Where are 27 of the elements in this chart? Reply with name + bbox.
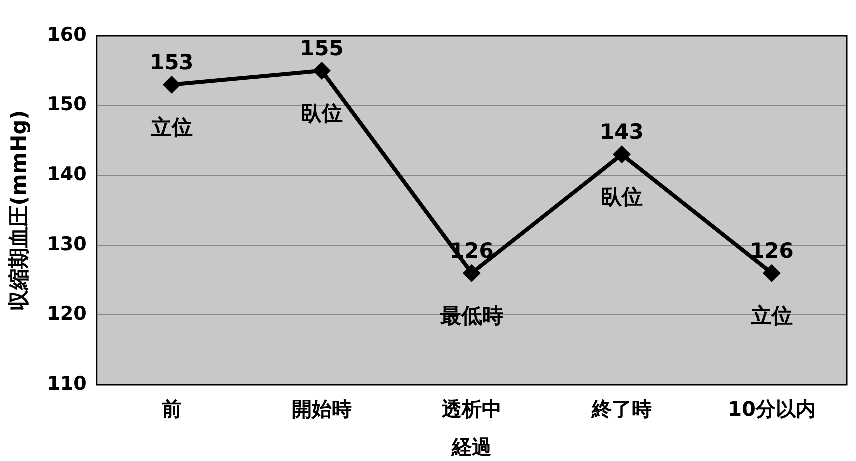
point	[312, 62, 331, 80]
x-tick-label: 終了時	[590, 397, 652, 422]
x-axis-title: 経過	[450, 435, 492, 460]
annotation: 臥位	[600, 185, 643, 210]
x-tick-label: 10分以内	[728, 397, 816, 422]
y-tick-label: 150	[47, 94, 87, 116]
y-tick-label: 130	[47, 233, 87, 256]
point	[162, 76, 181, 94]
point	[762, 264, 781, 282]
annotation: 立位	[150, 115, 193, 140]
data-label: 155	[300, 36, 344, 60]
annotation: 最低時	[439, 304, 504, 328]
point	[462, 264, 481, 282]
x-tick-label: 透析中	[440, 397, 502, 422]
data-label: 126	[750, 238, 794, 263]
data-label: 143	[600, 120, 644, 144]
x-tick-label: 開始時	[292, 397, 352, 422]
y-axis-title: 収縮期血圧(mmHg)	[7, 110, 32, 311]
y-tick-label: 140	[47, 164, 87, 186]
y-tick-label: 120	[47, 303, 87, 326]
y-tick-label: 110	[47, 372, 87, 395]
x-tick-label: 前	[160, 397, 182, 422]
annotation: 臥位	[300, 101, 343, 126]
point	[612, 146, 631, 164]
annotation: 立位	[750, 304, 793, 328]
y-tick-label: 160	[47, 24, 87, 46]
data-label: 153	[150, 50, 194, 74]
